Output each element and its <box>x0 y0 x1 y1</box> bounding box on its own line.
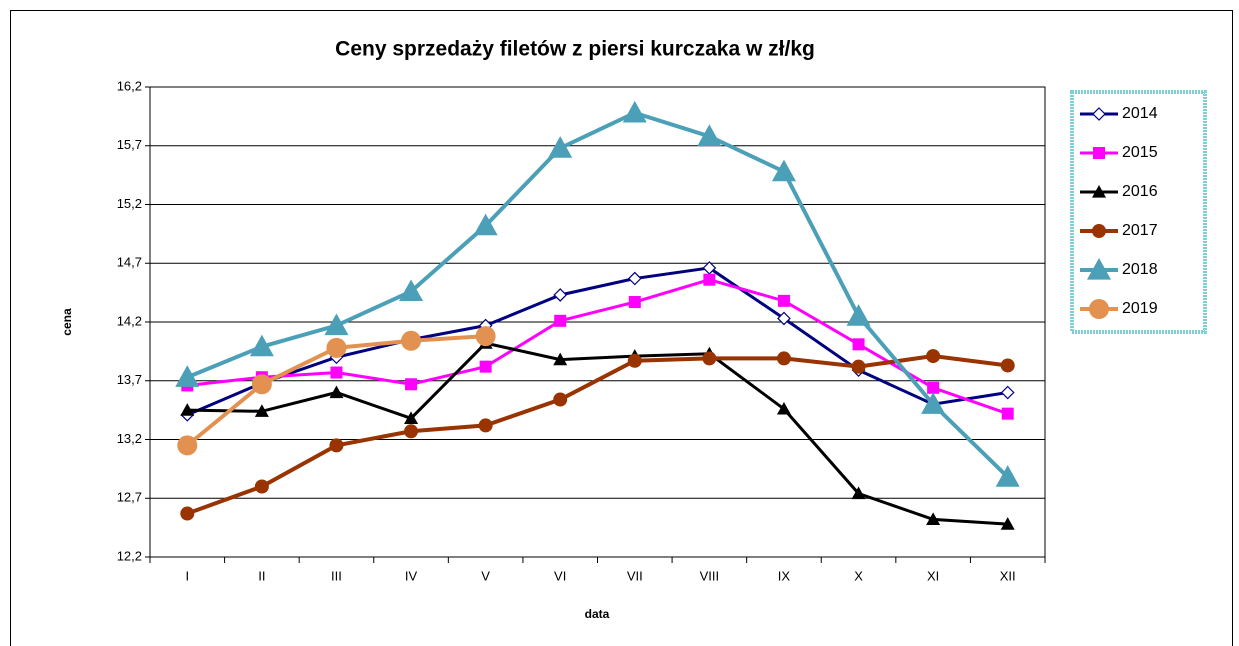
legend-marker <box>1087 258 1111 280</box>
series-marker <box>926 512 941 525</box>
series-line <box>186 110 1010 479</box>
y-tick-label: 12,2 <box>117 548 142 563</box>
legend-label: 2015 <box>1122 144 1158 161</box>
x-tick-label: II <box>258 568 265 583</box>
series-marker <box>405 378 418 391</box>
series-marker <box>478 418 493 433</box>
series-marker <box>553 392 568 407</box>
y-tick-label: 14,2 <box>117 313 142 328</box>
series-marker <box>401 330 422 351</box>
series-marker <box>330 366 343 379</box>
legend-box <box>1070 90 1207 334</box>
series-marker <box>1000 358 1015 373</box>
y-tick-label: 13,7 <box>117 372 142 387</box>
x-tick-label: III <box>331 568 342 583</box>
chart-border <box>10 10 1233 646</box>
series-marker <box>399 279 424 302</box>
y-tick-label: 15,7 <box>117 137 142 152</box>
chart-title: Ceny sprzedaży filetów z piersi kurczaka… <box>335 38 815 61</box>
x-tick-label: VI <box>554 568 566 583</box>
series-marker <box>1000 517 1015 530</box>
legend-label: 2014 <box>1122 105 1158 122</box>
x-axis-label: data <box>585 607 610 621</box>
series-marker <box>771 159 796 182</box>
series-marker <box>702 351 717 366</box>
series-marker <box>622 100 647 123</box>
series-marker <box>851 359 866 374</box>
y-tick-label: 16,2 <box>117 78 142 93</box>
y-tick-label: 14,7 <box>117 255 142 270</box>
x-tick-label: I <box>185 568 189 583</box>
x-tick-label: XI <box>927 568 939 583</box>
series-marker <box>177 435 198 456</box>
series-marker <box>554 314 567 327</box>
series-line <box>186 354 1008 516</box>
series-marker <box>249 334 274 357</box>
legend-label: 2017 <box>1122 222 1158 239</box>
series-line <box>187 341 1008 526</box>
series-marker <box>553 352 568 366</box>
series-marker <box>927 381 940 394</box>
series-marker <box>180 403 195 416</box>
series-marker <box>926 349 941 364</box>
series-marker <box>329 438 344 453</box>
series-marker <box>479 360 492 373</box>
series-marker <box>995 465 1020 487</box>
series-marker <box>251 374 272 395</box>
series-marker <box>627 271 642 286</box>
series-marker <box>628 296 641 309</box>
series-marker <box>254 404 269 417</box>
series-marker <box>180 506 195 521</box>
series-line <box>187 278 1009 416</box>
legend-marker <box>1092 224 1106 238</box>
series-marker <box>777 311 791 326</box>
y-tick-label: 12,7 <box>117 490 142 505</box>
x-tick-label: VIII <box>700 568 720 583</box>
series-marker <box>324 313 349 336</box>
x-tick-label: XII <box>1000 568 1016 583</box>
y-axis-label: cena <box>60 308 74 336</box>
legend-marker <box>1089 299 1109 319</box>
y-tick-label: 13,2 <box>117 431 142 446</box>
legend-label: 2018 <box>1122 261 1158 278</box>
series-marker <box>846 304 871 326</box>
series-marker <box>1000 385 1015 400</box>
series-line <box>186 266 1008 417</box>
legend-label: 2016 <box>1122 183 1158 200</box>
series-marker <box>475 326 496 347</box>
series-marker <box>703 273 716 286</box>
series-marker <box>473 213 498 236</box>
x-tick-label: IX <box>778 568 791 583</box>
x-tick-label: IV <box>405 568 418 583</box>
x-tick-label: V <box>481 568 490 583</box>
legend-marker <box>1092 185 1106 198</box>
series-marker <box>326 337 347 358</box>
series-marker <box>404 424 419 439</box>
series-marker <box>254 479 269 494</box>
legend-marker <box>1093 147 1105 159</box>
series-marker <box>851 486 866 500</box>
series-marker <box>776 351 791 366</box>
series-marker <box>404 411 419 424</box>
x-tick-label: X <box>854 568 863 583</box>
series-marker <box>553 288 568 302</box>
series-marker <box>777 294 790 307</box>
series-marker <box>697 124 722 146</box>
series-marker <box>852 338 865 351</box>
series-marker <box>1001 407 1014 420</box>
legend-label: 2019 <box>1122 300 1158 317</box>
series-marker <box>175 365 200 387</box>
series-marker <box>776 401 791 415</box>
series-marker <box>921 392 946 414</box>
series-marker <box>329 385 344 399</box>
y-tick-label: 15,2 <box>117 196 142 211</box>
series-marker <box>548 136 573 158</box>
series-marker <box>627 353 642 368</box>
x-tick-label: VII <box>627 568 643 583</box>
legend-marker <box>1092 107 1106 121</box>
